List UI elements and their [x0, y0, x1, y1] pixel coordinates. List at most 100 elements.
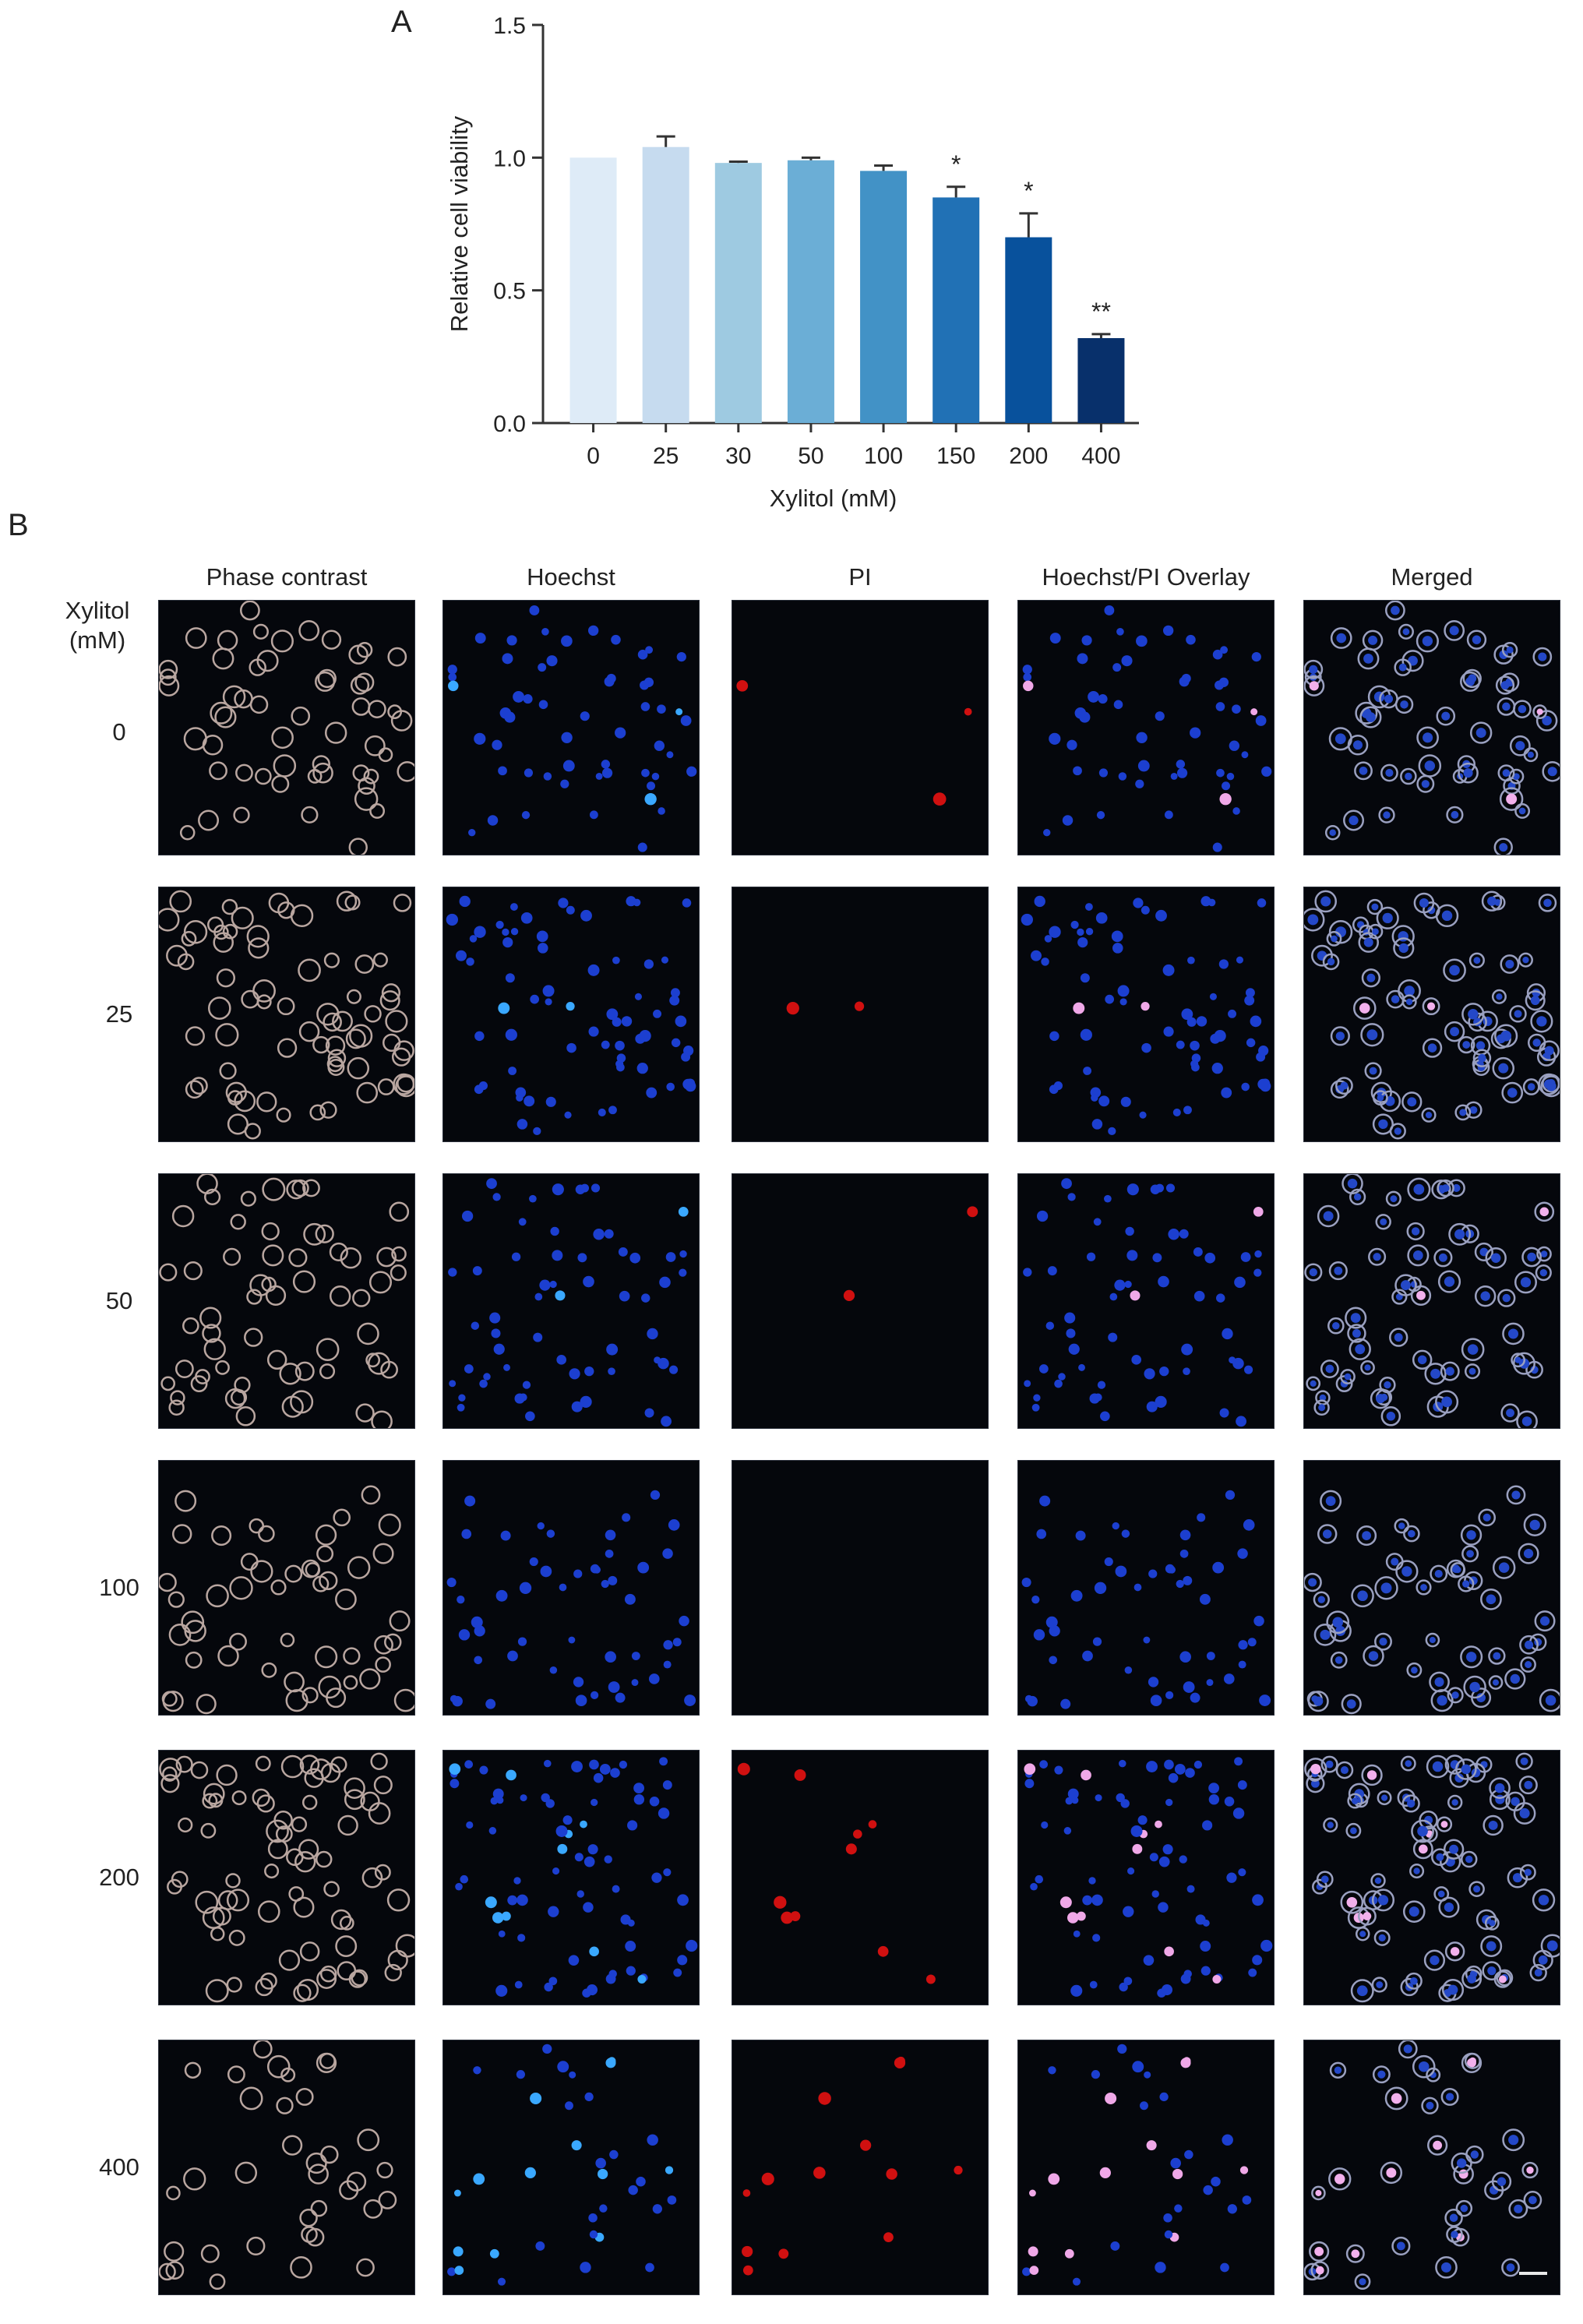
- pi-positive-cell: [778, 2248, 789, 2259]
- nucleus-merged: [1404, 986, 1415, 996]
- nucleus: [586, 1984, 598, 1996]
- cell: [319, 1965, 337, 1983]
- cell-merged: [1354, 2273, 1371, 2290]
- cell: [352, 764, 370, 782]
- cell-merged: [1494, 1024, 1518, 1048]
- cell-merged: [1423, 1949, 1446, 1971]
- cell: [227, 1090, 243, 1106]
- nucleus-merged: [1413, 1867, 1420, 1874]
- cell: [343, 1647, 361, 1665]
- cell-merged: [1328, 1261, 1348, 1281]
- nucleus: [513, 1877, 521, 1885]
- nucleus-overlay: [1176, 767, 1188, 778]
- cell: [332, 1010, 353, 1032]
- cell-merged: [1411, 1819, 1434, 1843]
- cell-merged: [1352, 996, 1377, 1020]
- cell: [185, 1651, 203, 1669]
- nucleus: [489, 2248, 499, 2259]
- nucleus-overlay: [1181, 1008, 1193, 1021]
- nucleus: [533, 1332, 543, 1342]
- nucleus-overlay: [1246, 1038, 1256, 1048]
- nucleus-overlay: [1232, 807, 1240, 815]
- nucleus: [583, 1275, 594, 1288]
- nucleus-overlay: [1108, 1127, 1116, 1136]
- nucleus: [616, 1053, 626, 1063]
- nucleus-overlay: [1186, 1885, 1195, 1893]
- nucleus-overlay: [1120, 1096, 1131, 1107]
- nucleus-overlay: [1221, 1087, 1232, 1099]
- pi-positive-cell: [742, 2189, 751, 2197]
- nucleus-merged: [1490, 1253, 1501, 1263]
- nucleus-merged: [1409, 1977, 1418, 1985]
- nucleus: [502, 1911, 511, 1921]
- cell: [327, 1049, 347, 1067]
- cell: [265, 1285, 287, 1306]
- nucleus: [610, 1768, 620, 1778]
- nucleus-overlay: [1179, 1529, 1191, 1541]
- micrograph-image: [159, 890, 414, 1140]
- cell: [354, 954, 375, 974]
- nucleus: [679, 1268, 687, 1277]
- nucleus-overlay: [1060, 1698, 1071, 1709]
- nucleus: [559, 1583, 567, 1592]
- nucleus: [647, 781, 656, 791]
- nucleus: [588, 1026, 599, 1037]
- nucleus-overlay: [1049, 926, 1061, 938]
- nucleus-merged: [1483, 1513, 1491, 1522]
- nucleus-merged: [1502, 769, 1511, 778]
- cell: [183, 1261, 203, 1281]
- nucleus-overlay: [1232, 704, 1241, 714]
- nucleus-overlay: [1118, 772, 1127, 781]
- cell: [234, 2161, 258, 2185]
- cell-merged: [1468, 1881, 1485, 1897]
- cell: [167, 1591, 185, 1608]
- cell-merged: [1465, 2145, 1484, 2164]
- cell-merged: [1330, 1026, 1350, 1046]
- nucleus: [562, 760, 575, 772]
- nucleus-overlay: [1030, 1882, 1038, 1891]
- nucleus: [535, 2241, 545, 2251]
- cell: [159, 675, 180, 696]
- cell-merged: [1340, 1890, 1364, 1914]
- nucleus-overlay: [1063, 1827, 1072, 1835]
- nucleus-merged: [1454, 1229, 1465, 1240]
- nucleus-merged: [1351, 2249, 1360, 2259]
- cell-merged: [1363, 1645, 1384, 1667]
- nucleus-merged: [1396, 2241, 1405, 2251]
- cell-merged: [1460, 1524, 1483, 1546]
- cell: [213, 924, 229, 940]
- nucleus: [571, 2140, 582, 2151]
- cell: [319, 1571, 338, 1590]
- nucleus: [657, 704, 666, 714]
- cell-merged: [1413, 892, 1435, 914]
- nucleus: [538, 700, 548, 710]
- cell: [316, 1338, 340, 1361]
- scale-bar: [1519, 2272, 1547, 2275]
- cell-merged: [1530, 1010, 1553, 1033]
- cell-merged: [1328, 727, 1352, 751]
- nucleus-overlay: [1123, 1906, 1134, 1917]
- nucleus-merged: [1400, 1280, 1411, 1291]
- nucleus: [448, 680, 459, 692]
- nucleus: [454, 2266, 464, 2275]
- cell: [271, 726, 294, 749]
- cell: [385, 1010, 408, 1033]
- nucleus: [546, 1529, 555, 1538]
- cell-merged: [1360, 1023, 1384, 1047]
- cell: [249, 658, 266, 676]
- nucleus-merged: [1449, 2213, 1458, 2223]
- nucleus-merged: [1334, 1656, 1343, 1664]
- nucleus-merged: [1467, 1344, 1479, 1355]
- nucleus: [609, 2149, 619, 2160]
- nucleus: [650, 1490, 661, 1501]
- nucleus-overlay: [1229, 740, 1240, 751]
- nucleus-overlay: [1174, 2204, 1183, 2213]
- nucleus: [483, 1373, 491, 1381]
- nucleus-merged: [1534, 1969, 1542, 1977]
- cell-merged: [1398, 2040, 1418, 2059]
- cell-merged: [1328, 2167, 1352, 2191]
- nucleus-merged: [1334, 2066, 1342, 2074]
- cell: [280, 1754, 305, 1779]
- nucleus-overlay: [1187, 956, 1195, 965]
- nucleus-overlay: [1172, 2168, 1183, 2180]
